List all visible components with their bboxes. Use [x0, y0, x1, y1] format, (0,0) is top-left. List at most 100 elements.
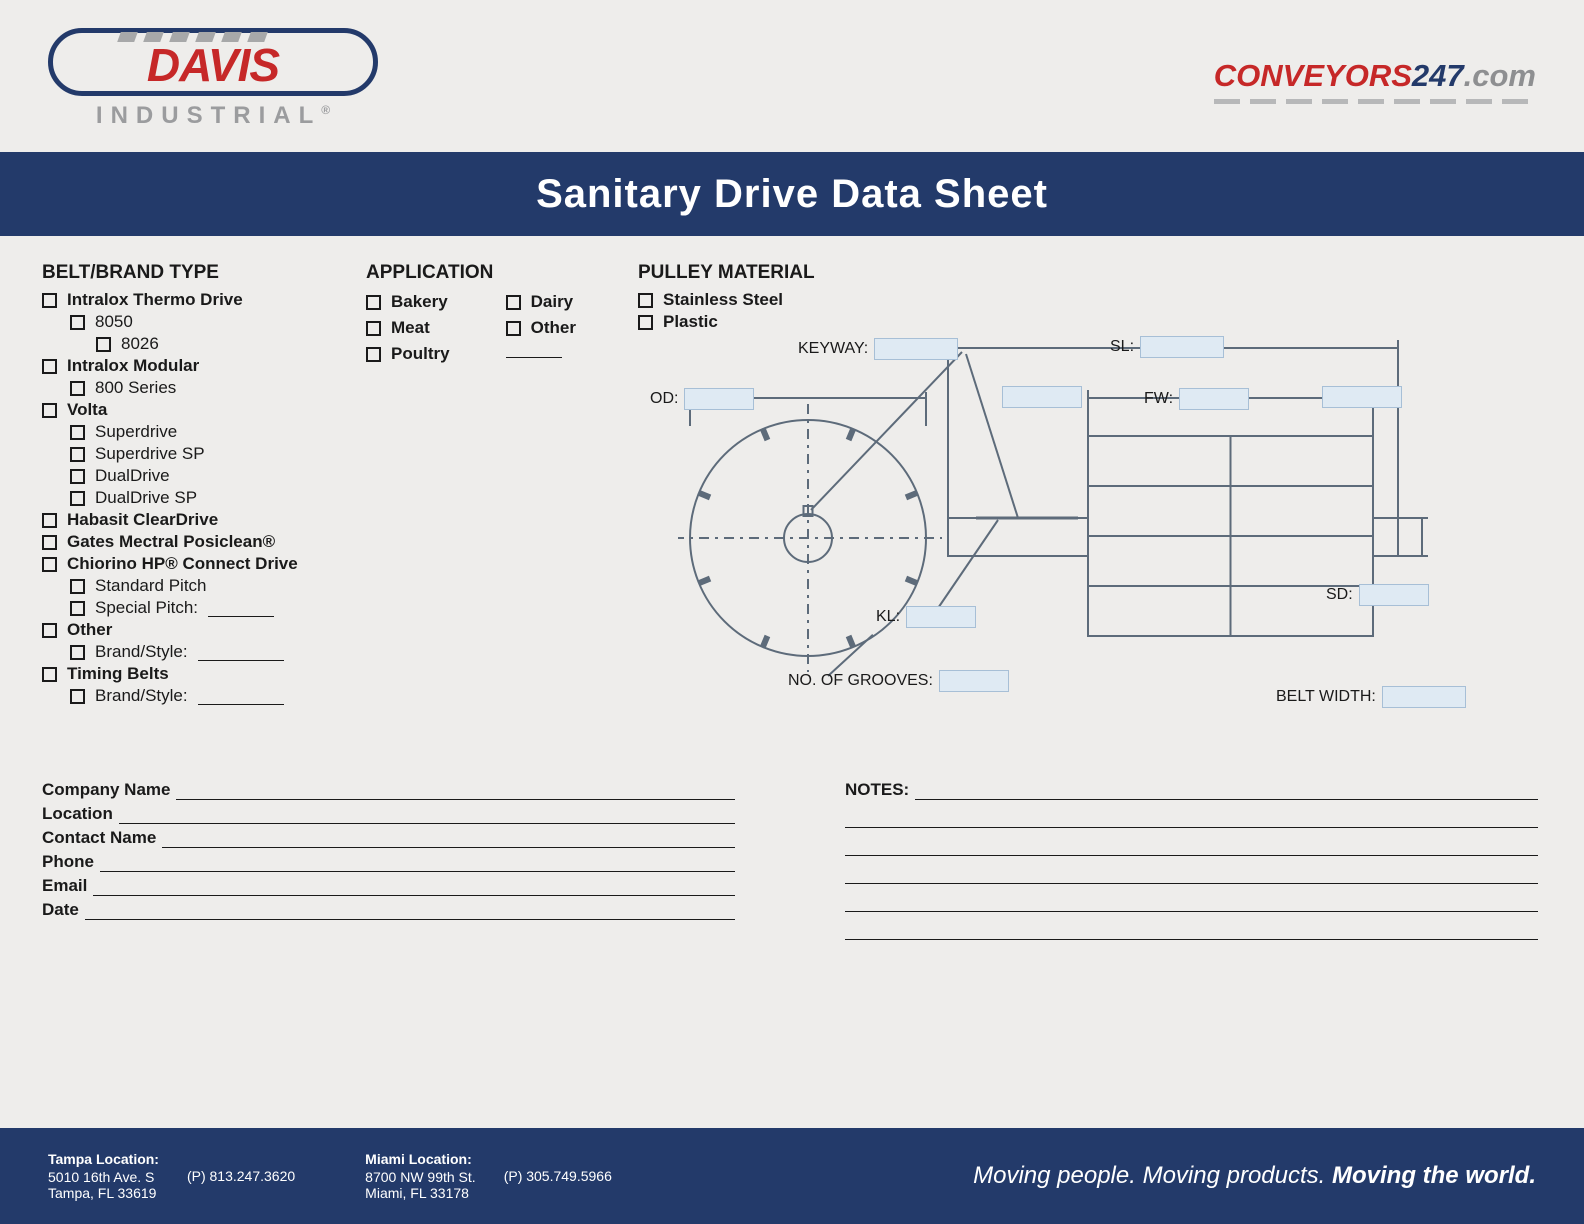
- pulley-item: Stainless Steel: [638, 290, 1538, 310]
- field-sl[interactable]: [1140, 336, 1224, 358]
- field-blank-right[interactable]: [1322, 386, 1402, 408]
- label-belt-width: BELT WIDTH:: [1276, 686, 1466, 708]
- belt-item-label: Gates Mectral Posiclean®: [67, 532, 275, 552]
- checkbox[interactable]: [42, 623, 57, 638]
- label-grooves: NO. OF GROOVES:: [788, 670, 1009, 692]
- header: DAVIS INDUSTRIAL® CONVEYORS247.com: [0, 0, 1584, 130]
- belt-item: Brand/Style:: [70, 686, 330, 706]
- label-sl: SL:: [1110, 336, 1224, 358]
- contact-row: Company Name: [42, 780, 735, 800]
- belt-item: Timing Belts: [42, 664, 330, 684]
- checkbox[interactable]: [70, 425, 85, 440]
- notes-line[interactable]: [845, 916, 1538, 940]
- belt-item: Superdrive: [70, 422, 330, 442]
- field-blank-left[interactable]: [1002, 386, 1082, 408]
- checkbox[interactable]: [42, 535, 57, 550]
- notes-line[interactable]: [845, 888, 1538, 912]
- write-in-line[interactable]: [208, 600, 274, 617]
- contact-line[interactable]: [85, 902, 735, 920]
- checkbox[interactable]: [70, 381, 85, 396]
- contact-label: Location: [42, 804, 113, 824]
- field-sd[interactable]: [1359, 584, 1429, 606]
- contact-label: Contact Name: [42, 828, 156, 848]
- belt-item: Gates Mectral Posiclean®: [42, 532, 330, 552]
- checkbox[interactable]: [70, 447, 85, 462]
- checkbox[interactable]: [366, 321, 381, 336]
- checkbox[interactable]: [70, 469, 85, 484]
- belt-heading: BELT/BRAND TYPE: [42, 262, 330, 284]
- belt-item: Standard Pitch: [70, 576, 330, 596]
- field-fw[interactable]: [1179, 388, 1249, 410]
- notes-block: NOTES:: [845, 776, 1538, 944]
- contact-line[interactable]: [119, 806, 735, 824]
- checkbox[interactable]: [42, 667, 57, 682]
- contact-label: Company Name: [42, 780, 170, 800]
- belt-item: Intralox Thermo Drive: [42, 290, 330, 310]
- belt-item: Habasit ClearDrive: [42, 510, 330, 530]
- write-in-line[interactable]: [198, 644, 284, 661]
- footer: Tampa Location: 5010 16th Ave. S Tampa, …: [0, 1128, 1584, 1224]
- notes-line[interactable]: [915, 782, 1538, 800]
- notes-line[interactable]: [845, 804, 1538, 828]
- field-keyway[interactable]: [874, 338, 958, 360]
- field-od[interactable]: [684, 388, 754, 410]
- checkbox[interactable]: [42, 557, 57, 572]
- checkbox[interactable]: [70, 645, 85, 660]
- field-belt-width[interactable]: [1382, 686, 1466, 708]
- other-write-in[interactable]: [506, 341, 562, 358]
- label-fw: FW:: [1144, 388, 1249, 410]
- belt-item-label: 8050: [95, 312, 133, 332]
- field-kl[interactable]: [906, 606, 976, 628]
- belt-item-label: 8026: [121, 334, 159, 354]
- application-heading: APPLICATION: [366, 262, 602, 284]
- checkbox[interactable]: [42, 513, 57, 528]
- contact-block: Company Name Location Contact Name Phone Ema…: [42, 776, 1538, 944]
- notes-line[interactable]: [845, 860, 1538, 884]
- checkbox[interactable]: [70, 491, 85, 506]
- title-bar: Sanitary Drive Data Sheet: [0, 152, 1584, 236]
- davis-logo: DAVIS INDUSTRIAL®: [48, 28, 378, 130]
- notes-line[interactable]: [845, 832, 1538, 856]
- checkbox[interactable]: [42, 403, 57, 418]
- application-column: APPLICATION BakeryDairyMeatOtherPoultry: [366, 262, 602, 366]
- application-item: Bakery: [366, 292, 476, 312]
- contact-row: Date: [42, 900, 735, 920]
- contact-label: Phone: [42, 852, 94, 872]
- footer-tagline: Moving people. Moving products. Moving t…: [973, 1162, 1536, 1190]
- belt-item: DualDrive: [70, 466, 330, 486]
- contact-line[interactable]: [162, 830, 735, 848]
- checkbox[interactable]: [366, 347, 381, 362]
- davis-logo-word: DAVIS: [147, 38, 279, 92]
- checkbox[interactable]: [42, 359, 57, 374]
- belt-item: 8050: [70, 312, 330, 332]
- checkbox[interactable]: [42, 293, 57, 308]
- contact-label: Email: [42, 876, 87, 896]
- checkbox[interactable]: [96, 337, 111, 352]
- application-item: Poultry: [366, 344, 476, 364]
- application-label: Dairy: [531, 292, 574, 312]
- checkbox[interactable]: [506, 321, 521, 336]
- belt-item: Brand/Style:: [70, 642, 330, 662]
- checkbox[interactable]: [70, 601, 85, 616]
- contact-line[interactable]: [176, 782, 735, 800]
- checkbox[interactable]: [638, 293, 653, 308]
- belt-item-label: Superdrive SP: [95, 444, 205, 464]
- contact-label: Date: [42, 900, 79, 920]
- contact-row: Phone: [42, 852, 735, 872]
- checkbox[interactable]: [70, 689, 85, 704]
- belt-item-label: Chiorino HP® Connect Drive: [67, 554, 298, 574]
- checkbox[interactable]: [638, 315, 653, 330]
- contact-line[interactable]: [93, 878, 735, 896]
- application-label: Other: [531, 318, 576, 338]
- checkbox[interactable]: [70, 315, 85, 330]
- body: BELT/BRAND TYPE Intralox Thermo Drive805…: [0, 236, 1584, 944]
- field-grooves[interactable]: [939, 670, 1009, 692]
- checkbox[interactable]: [366, 295, 381, 310]
- pulley-diagram: OD: KEYWAY: KL: NO. OF GROOVES: SL: FW:: [678, 328, 1538, 758]
- write-in-line[interactable]: [198, 688, 284, 705]
- checkbox[interactable]: [70, 579, 85, 594]
- application-item: Dairy: [506, 292, 602, 312]
- belt-item-label: Habasit ClearDrive: [67, 510, 218, 530]
- contact-line[interactable]: [100, 854, 735, 872]
- checkbox[interactable]: [506, 295, 521, 310]
